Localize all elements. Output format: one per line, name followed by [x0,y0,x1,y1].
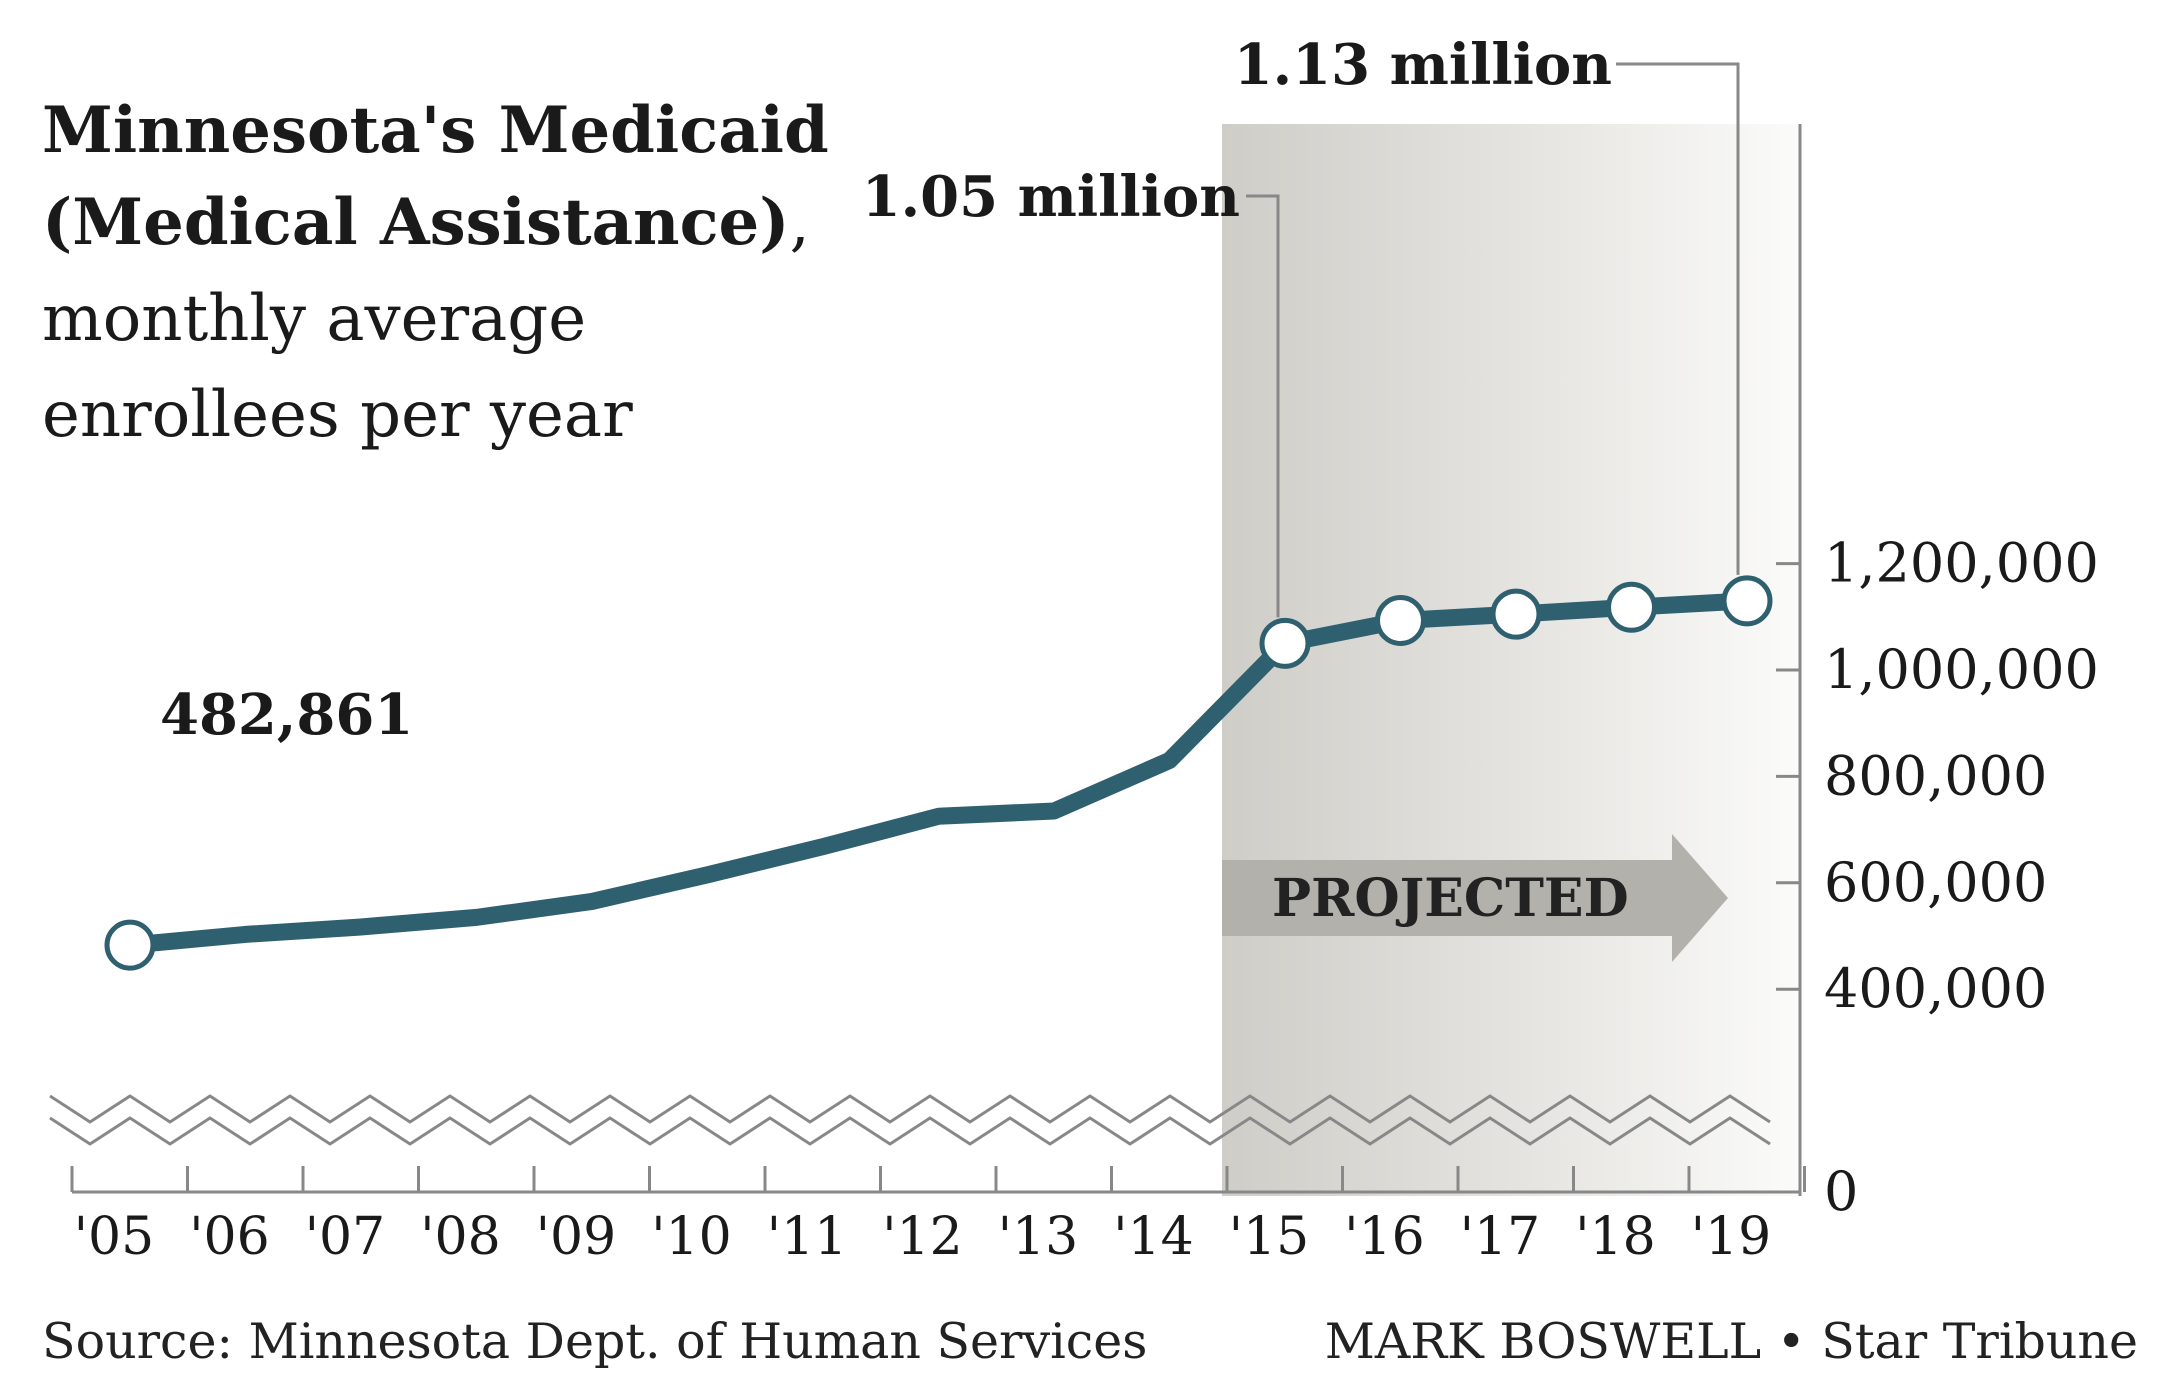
data-point [1606,581,1657,633]
annotation-leader [1616,62,1740,575]
title-line-2: (Medical Assistance), [42,185,810,260]
enrollment-line [121,592,1756,954]
x-axis: '05 '06 '07 '08 '09 '10 '11 '12 '13 '14 '15 '16 '17 '… [70,1166,1806,1267]
y-tick-label: 400,000 [1824,957,2047,1020]
data-point [1721,575,1773,627]
y-tick-label: 600,000 [1824,851,2047,914]
source-note: Source: Minnesota Dept. of Human Service… [42,1313,1147,1370]
annotation-label: 1.05 million [862,164,1240,230]
axis-break [49,1094,1771,1146]
x-tick-label: '14 [1113,1207,1193,1267]
x-tick-label: '18 [1575,1207,1655,1267]
annotations: 482,861 1.05 million 1.13 million [160,32,1612,748]
projected-label: PROJECTED [1272,868,1629,929]
title-line-4: enrollees per year [42,378,633,452]
projected-arrow [1222,834,1728,962]
data-point [1490,588,1542,640]
data-point [1259,617,1311,669]
chart-title: Minnesota's Medicaid (Medical Assistance… [42,93,829,452]
data-points [104,575,1773,971]
x-tick-label: '13 [998,1207,1078,1267]
x-tick-label: '11 [767,1207,847,1267]
x-tick-label: '09 [536,1207,616,1267]
y-tick-label: 1,200,000 [1824,532,2099,595]
x-tick-label: '15 [1229,1207,1309,1267]
title-line-2-rest: , [790,186,810,260]
credit: MARK BOSWELL • Star Tribune [1325,1313,2138,1370]
annotation-leader [1246,194,1280,618]
x-tick-label: '12 [882,1207,962,1267]
annotation-label: 1.13 million [1234,32,1612,98]
data-point [104,919,156,971]
y-axis: 0 400,000 600,000 800,000 1,000,000 1,200,000 [1776,124,2099,1223]
y-tick-label: 800,000 [1824,744,2047,807]
annotation-label: 482,861 [160,682,413,748]
x-tick-label: '07 [305,1207,385,1267]
annotation-leaders [1246,62,1740,618]
x-tick-label: '16 [1344,1207,1424,1267]
x-tick-label: '17 [1460,1207,1540,1267]
y-tick-label: 1,000,000 [1824,638,2099,701]
title-line-1: Minnesota's Medicaid [42,93,829,168]
data-point [1375,595,1426,647]
x-tick-label: '08 [420,1207,500,1267]
title-line-2-bold: (Medical Assistance) [42,185,790,260]
title-line-3: monthly average [42,282,586,356]
x-tick-label: '05 [74,1207,154,1267]
x-tick-label: '10 [651,1207,731,1267]
y-tick-label: 0 [1824,1160,1858,1223]
x-tick-label: '06 [189,1207,269,1267]
x-tick-label: '19 [1691,1207,1771,1267]
projected-band [1222,124,1800,1196]
